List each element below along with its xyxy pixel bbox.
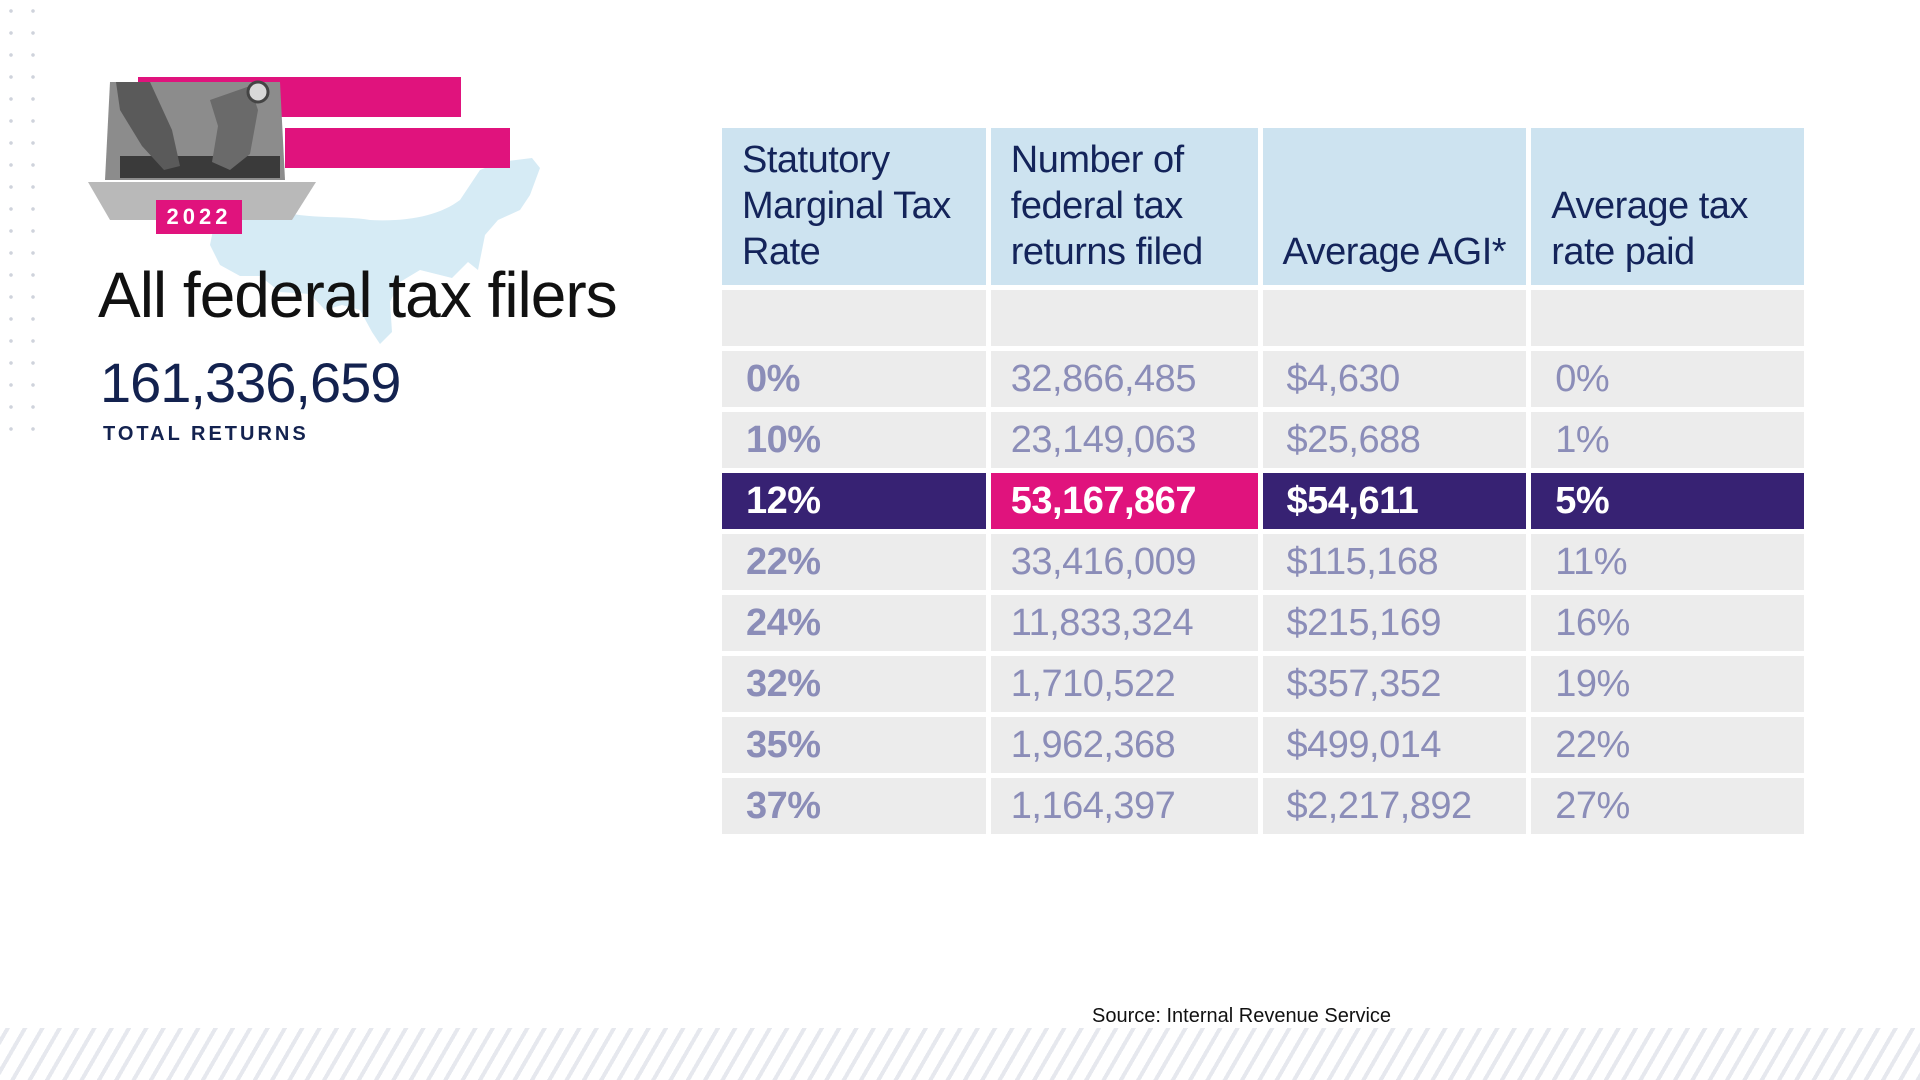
left-hand — [116, 82, 180, 170]
header-average-agi: Average AGI* — [1262, 128, 1527, 285]
header-returns-filed: Number of federal tax returns filed — [990, 128, 1258, 285]
table-row: 24% 11,833,324 $215,169 16% — [722, 595, 1804, 651]
cell-average-agi: $54,611 — [1262, 473, 1527, 529]
cell-average-tax-rate: 27% — [1531, 778, 1804, 834]
cell-average-agi: $25,688 — [1262, 412, 1527, 468]
cell-returns-filed: 1,164,397 — [990, 778, 1258, 834]
cell-average-tax-rate: 1% — [1531, 412, 1804, 468]
tax-rate-table: Statutory Marginal Tax Rate Number of fe… — [722, 128, 1804, 839]
cell-marginal-rate: 24% — [722, 595, 986, 651]
cell-returns-filed: 1,710,522 — [990, 656, 1258, 712]
us-map-shape — [210, 158, 540, 344]
table-spacer-row — [722, 290, 1804, 346]
cell-returns-filed: 53,167,867 — [990, 473, 1258, 529]
header-marginal-rate: Statutory Marginal Tax Rate — [722, 128, 986, 285]
cell-marginal-rate: 12% — [722, 473, 986, 529]
watch — [246, 80, 270, 104]
cell-average-tax-rate: 0% — [1531, 351, 1804, 407]
cell-returns-filed: 32,866,485 — [990, 351, 1258, 407]
cell-average-tax-rate: 5% — [1531, 473, 1804, 529]
table-row-highlighted: 12% 53,167,867 $54,611 5% — [722, 473, 1804, 529]
cell-average-agi: $357,352 — [1262, 656, 1527, 712]
hero-illustration: 2022 — [80, 70, 550, 360]
cell-returns-filed: 11,833,324 — [990, 595, 1258, 651]
cell-average-tax-rate: 11% — [1531, 534, 1804, 590]
cell-marginal-rate: 0% — [722, 351, 986, 407]
cell-average-agi: $4,630 — [1262, 351, 1527, 407]
table-row: 32% 1,710,522 $357,352 19% — [722, 656, 1804, 712]
table-header-row: Statutory Marginal Tax Rate Number of fe… — [722, 128, 1804, 285]
cell-average-agi: $115,168 — [1262, 534, 1527, 590]
dot-pattern-decoration — [0, 0, 50, 445]
spacer-cell — [1531, 290, 1804, 346]
source-note: Source: Internal Revenue Service — [1092, 1005, 1392, 1027]
cell-average-agi: $499,014 — [1262, 717, 1527, 773]
spacer-cell — [990, 290, 1258, 346]
page-title: All federal tax filers — [98, 259, 618, 331]
cell-marginal-rate: 10% — [722, 412, 986, 468]
hatch-pattern-footer — [0, 1028, 1920, 1080]
table-row: 0% 32,866,485 $4,630 0% — [722, 351, 1804, 407]
header-average-tax-rate: Average tax rate paid — [1531, 128, 1804, 285]
table-row: 37% 1,164,397 $2,217,892 27% — [722, 778, 1804, 834]
laptop-keyboard — [120, 156, 280, 178]
spacer-cell — [1262, 290, 1527, 346]
table-row: 22% 33,416,009 $115,168 11% — [722, 534, 1804, 590]
laptop-map-illustration — [88, 77, 540, 344]
cell-marginal-rate: 22% — [722, 534, 986, 590]
cell-average-tax-rate: 22% — [1531, 717, 1804, 773]
year-badge: 2022 — [156, 200, 242, 234]
cell-average-tax-rate: 19% — [1531, 656, 1804, 712]
right-hand — [210, 86, 258, 170]
table-body: 0% 32,866,485 $4,630 0% 10% 23,149,063 $25,688… — [722, 351, 1804, 834]
table-row: 10% 23,149,063 $25,688 1% — [722, 412, 1804, 468]
cell-returns-filed: 33,416,009 — [990, 534, 1258, 590]
cell-returns-filed: 23,149,063 — [990, 412, 1258, 468]
cell-average-agi: $2,217,892 — [1262, 778, 1527, 834]
cell-marginal-rate: 37% — [722, 778, 986, 834]
total-returns-value: 161,336,659 — [100, 351, 401, 414]
cell-returns-filed: 1,962,368 — [990, 717, 1258, 773]
cell-average-tax-rate: 16% — [1531, 595, 1804, 651]
cell-average-agi: $215,169 — [1262, 595, 1527, 651]
table-row: 35% 1,962,368 $499,014 22% — [722, 717, 1804, 773]
total-returns-label: TOTAL RETURNS — [103, 423, 309, 445]
pink-bar-bottom — [285, 128, 510, 168]
cell-marginal-rate: 32% — [722, 656, 986, 712]
spacer-cell — [722, 290, 986, 346]
cell-marginal-rate: 35% — [722, 717, 986, 773]
